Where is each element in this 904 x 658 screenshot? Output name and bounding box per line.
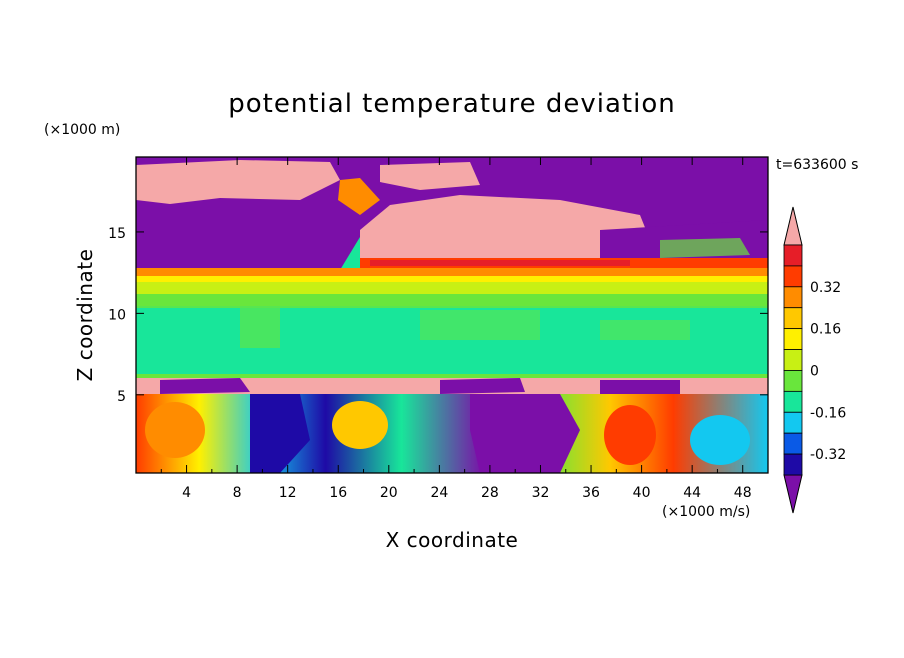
colorbar-swatch	[783, 349, 803, 371]
colorbar-swatch	[783, 328, 803, 350]
bl-purple-plume	[470, 394, 580, 473]
bl-warm-cell-1	[145, 402, 205, 458]
x-tick-label: 32	[532, 485, 550, 501]
boundary-layer	[136, 394, 768, 473]
upper-pink-cloud-left	[136, 160, 340, 204]
x-tick-label: 40	[633, 485, 651, 501]
colorbar-swatch	[783, 286, 803, 309]
bl-blue-plume	[250, 394, 310, 473]
mid-streak-3	[600, 320, 690, 340]
band-yellow	[136, 276, 768, 282]
colorbar-upper-extend	[783, 206, 803, 246]
colorbar: 0.32 0.16 0 -0.16 -0.32	[783, 206, 846, 514]
colorbar-swatch	[783, 432, 803, 455]
colorbar-swatch	[783, 411, 803, 434]
y-units-label: (×1000 m)	[44, 122, 120, 138]
x-axis: 4 8 12 16 20 24 28 32 36 40 44 48	[160, 157, 752, 501]
mid-streak-2	[420, 310, 540, 340]
y-tick-label: 10	[108, 307, 126, 323]
colorbar-swatch	[783, 390, 803, 413]
x-tick-label: 8	[233, 485, 242, 501]
bl-warm-cell-2	[332, 401, 388, 449]
lower-purple-blobs	[160, 378, 680, 394]
colorbar-swatch	[783, 453, 803, 476]
colorbar-swatch	[783, 370, 803, 392]
x-tick-label: 20	[380, 485, 398, 501]
mid-streak-1	[240, 308, 280, 348]
bl-warm-cell-3	[604, 405, 656, 465]
plot-area	[136, 157, 768, 473]
y-tick-label: 15	[108, 226, 126, 242]
upper-pink-cloud-mid	[380, 162, 480, 190]
x-tick-label: 16	[329, 485, 347, 501]
band-lime	[136, 282, 768, 294]
x-axis-label: X coordinate	[386, 528, 519, 552]
y-axis: 5 10 15	[108, 226, 768, 405]
colorbar-label: 0.16	[810, 322, 841, 338]
bl-cool-cell	[690, 415, 750, 465]
colorbar-lower-extend	[783, 474, 803, 514]
x-tick-label: 24	[430, 485, 448, 501]
upper-orange-edge	[338, 178, 380, 215]
band-orange	[136, 268, 768, 276]
band-red-dark	[370, 260, 630, 266]
upper-noise-green	[660, 238, 750, 258]
colorbar-label: -0.16	[810, 405, 846, 421]
mid-light-band	[136, 300, 768, 308]
x-tick-label: 12	[279, 485, 297, 501]
x-tick-label: 4	[182, 485, 191, 501]
x-tick-label: 48	[734, 485, 752, 501]
lower-boundary-green	[136, 374, 768, 378]
plot-frame	[135, 156, 769, 474]
x-tick-label: 36	[582, 485, 600, 501]
y-axis-label: Z coordinate	[73, 249, 97, 382]
x-tick-label: 28	[481, 485, 499, 501]
x-units-label: (×1000 m/s)	[662, 504, 750, 520]
colorbar-swatch	[783, 307, 803, 330]
y-tick-label: 5	[117, 389, 126, 405]
colorbar-swatch	[783, 244, 803, 267]
colorbar-label: -0.32	[810, 447, 846, 463]
chart-title: potential temperature deviation	[228, 89, 675, 119]
upper-pink-cloud-main	[360, 195, 650, 262]
colorbar-label: 0	[810, 363, 819, 379]
colorbar-label: 0.32	[810, 280, 841, 296]
time-label: t=633600 s	[776, 157, 858, 173]
x-tick-label: 44	[683, 485, 701, 501]
colorbar-swatch	[783, 265, 803, 288]
